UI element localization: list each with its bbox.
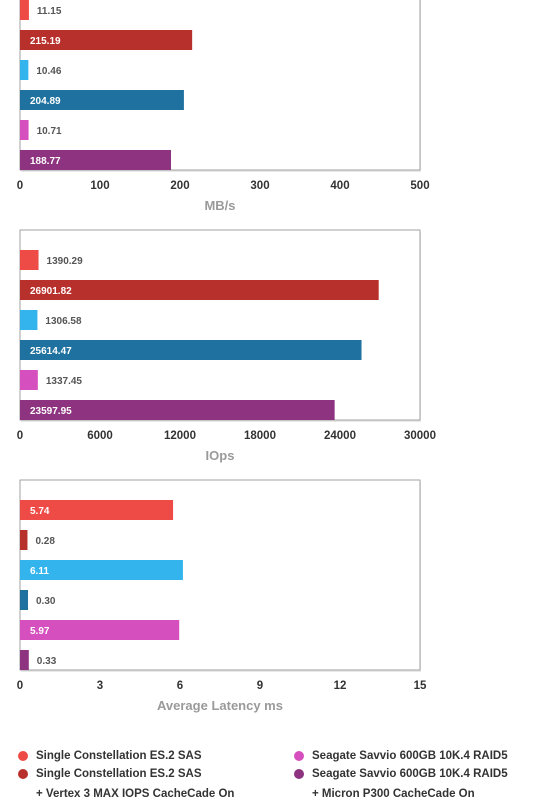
bar-value-label: 26901.82 [30,286,72,297]
bar [20,0,29,20]
bar [20,280,379,300]
legend-sublabel: + Vertex 3 MAX IOPS CacheCade On [36,788,235,800]
x-tick-label: 400 [330,180,349,192]
legend-swatch-icon [18,769,28,779]
legend: Single Constellation ES.2 SAS Single Con… [0,740,560,800]
x-tick-label: 18000 [244,430,276,442]
legend-swatch-icon [294,769,304,779]
bar-value-label: 5.97 [30,626,50,637]
legend-label: Single Constellation ES.2 SAS [36,750,202,762]
bar-value-label: 1390.29 [47,256,84,267]
bar-value-label: 6.11 [30,566,49,577]
bar-value-label: 204.89 [30,96,61,107]
bar-value-label: 0.28 [35,536,55,547]
legend-label: Seagate Savvio 600GB 10K.4 RAID5 [312,750,508,762]
bar-value-label: 1306.58 [45,316,82,327]
bar [20,90,184,110]
bar-value-label: 1337.45 [46,376,83,387]
bar [20,340,362,360]
plot-frame [19,0,421,171]
bar [20,310,38,330]
legend-swatch-icon [18,751,28,761]
legend-label: Single Constellation ES.2 SAS [36,768,202,780]
bar-value-label: 11.15 [37,6,62,17]
x-tick-label: 30000 [404,430,436,442]
x-tick-label: 9 [257,680,263,692]
bar-value-label: 10.71 [37,126,62,137]
bar-value-label: 10.46 [36,66,61,77]
x-tick-label: 0 [17,680,23,692]
charts-area: 11.15 215.19 10.46 204.89 10.71 188.77 0 100 200… [17,0,436,713]
bar [20,150,172,170]
bar-value-label: 215.19 [30,36,61,47]
bar [20,650,29,670]
bar-value-label: 0.33 [37,656,57,667]
x-tick-label: 15 [414,680,427,692]
bar-value-label: 23597.95 [30,406,72,417]
x-tick-label: 12000 [164,430,196,442]
x-axis-title: IOps [206,448,235,463]
plot-frame [19,229,421,421]
bar-value-label: 5.74 [30,506,50,517]
x-tick-label: 3 [97,680,103,692]
bar [20,250,39,270]
bar-value-label: 188.77 [30,156,61,167]
x-tick-label: 100 [90,180,109,192]
x-tick-label: 0 [17,180,23,192]
x-tick-label: 0 [17,430,23,442]
x-tick-label: 24000 [324,430,356,442]
x-axis-title: Average Latency ms [157,698,283,713]
legend-sublabel: + Micron P300 CacheCade On [312,788,475,800]
x-axis-title: MB/s [204,198,235,213]
bar-value-label: 25614.47 [30,346,72,357]
bar [20,120,29,140]
x-tick-label: 6 [177,680,183,692]
x-tick-label: 6000 [87,430,113,442]
bar [20,560,183,580]
x-tick-label: 500 [410,180,429,192]
bar [20,530,28,550]
x-tick-label: 300 [250,180,269,192]
legend-label: Seagate Savvio 600GB 10K.4 RAID5 [312,768,508,780]
bar [20,370,38,390]
x-tick-label: 200 [170,180,189,192]
bar [20,400,335,420]
bar [20,30,193,50]
legend-swatch-icon [294,751,304,761]
bar [20,590,28,610]
x-tick-label: 12 [334,680,347,692]
bar [20,620,180,640]
bar-value-label: 0.30 [36,596,56,607]
bar [20,500,174,520]
bar [20,60,29,80]
